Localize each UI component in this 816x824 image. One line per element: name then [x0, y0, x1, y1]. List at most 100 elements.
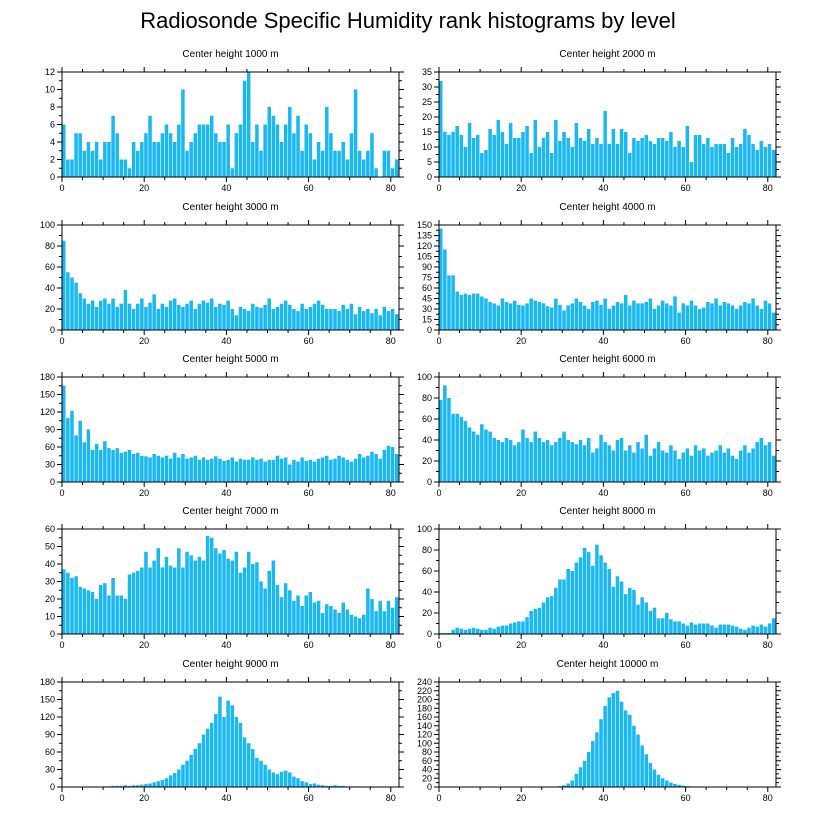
- histogram-bar: [475, 135, 480, 177]
- histogram-bar: [496, 120, 501, 177]
- histogram-bar: [226, 459, 230, 482]
- histogram-bar: [115, 595, 119, 634]
- histogram-bar: [107, 595, 111, 634]
- histogram-bar: [488, 627, 492, 634]
- histogram-bar: [390, 309, 395, 330]
- histogram-bar: [82, 588, 87, 634]
- x-tick-label: 60: [681, 793, 691, 803]
- histogram-bar: [619, 701, 624, 787]
- histogram-bar: [710, 303, 714, 330]
- histogram-bar: [185, 150, 189, 177]
- histogram-bar: [734, 147, 739, 177]
- histogram-bar: [390, 168, 395, 177]
- histogram-bar: [382, 150, 387, 177]
- histogram-bar: [238, 458, 243, 482]
- histogram-bar: [739, 144, 743, 177]
- histogram-bar: [751, 625, 755, 634]
- x-tick-label: 40: [221, 640, 231, 650]
- y-tick-label: 0: [427, 172, 432, 182]
- y-tick-label: 10: [422, 142, 432, 152]
- histogram-bar: [386, 600, 391, 634]
- histogram-bar: [755, 150, 759, 177]
- histogram-bar: [337, 785, 341, 787]
- histogram-bar: [521, 621, 525, 634]
- histogram-bar: [341, 304, 345, 330]
- histogram-bar: [62, 124, 66, 177]
- histogram-bar: [611, 692, 616, 787]
- y-tick-label: 0: [427, 629, 432, 639]
- y-tick-label: 40: [45, 559, 55, 569]
- histogram-bar: [755, 305, 759, 330]
- panel-5: Center height 5000 m 0 20 40 60 80 0 30 60 90 120 1…: [40, 354, 404, 498]
- panel-2: Center height 2000 m 0 20 40 60 80 0 5 10 15 20 25 3…: [422, 49, 781, 193]
- y-tick-label: 10: [45, 85, 55, 95]
- histogram-bar: [86, 142, 91, 177]
- histogram-bar: [177, 769, 181, 787]
- y-tick-label: 60: [45, 524, 55, 534]
- x-tick-label: 0: [436, 336, 441, 346]
- histogram-bar: [189, 555, 193, 634]
- histogram-bar: [484, 150, 488, 177]
- histogram-bar: [734, 458, 739, 482]
- histogram-bar: [632, 452, 636, 482]
- histogram-bar: [86, 429, 91, 482]
- histogram-bar: [131, 785, 136, 787]
- histogram-bar: [697, 135, 702, 177]
- histogram-bar: [517, 442, 521, 482]
- x-tick-label: 0: [436, 793, 441, 803]
- y-tick-label: 200: [417, 695, 432, 705]
- histogram-bar: [123, 451, 128, 482]
- histogram-bar: [582, 141, 587, 177]
- x-tick-label: 80: [763, 793, 773, 803]
- histogram-bar: [82, 150, 87, 177]
- histogram-bar: [574, 298, 579, 330]
- histogram-bar: [611, 129, 616, 177]
- histogram-bar: [628, 587, 632, 634]
- histogram-bar: [357, 618, 362, 634]
- histogram-bar: [341, 142, 345, 177]
- histogram-bar: [549, 596, 554, 634]
- histogram-bar: [677, 784, 681, 787]
- histogram-bar: [739, 305, 743, 330]
- histogram-bar: [681, 785, 685, 787]
- histogram-bar: [390, 607, 395, 634]
- histogram-bar: [558, 141, 562, 177]
- histogram-bar: [205, 302, 210, 330]
- histogram-bar: [517, 138, 521, 177]
- x-tick-label: 20: [139, 183, 149, 193]
- histogram-bar: [439, 228, 443, 330]
- x-tick-label: 80: [386, 793, 396, 803]
- x-tick-label: 60: [681, 640, 691, 650]
- histogram-bar: [623, 450, 628, 482]
- histogram-bar: [607, 568, 612, 634]
- histogram-bar: [263, 124, 267, 177]
- histogram-bar: [628, 714, 632, 787]
- histogram-bar: [242, 737, 247, 787]
- histogram-bar: [545, 440, 550, 482]
- histogram-bar: [607, 144, 612, 177]
- histogram-bar: [669, 445, 673, 482]
- histogram-bar: [74, 133, 78, 177]
- histogram-bar: [512, 300, 517, 330]
- histogram-bar: [238, 722, 243, 787]
- histogram-bar: [164, 124, 169, 177]
- panel-title: Center height 9000 m: [182, 659, 278, 670]
- histogram-bar: [570, 571, 575, 634]
- histogram-bar: [599, 434, 603, 482]
- histogram-bar: [164, 557, 169, 634]
- histogram-bar: [673, 783, 677, 787]
- x-tick-label: 20: [139, 640, 149, 650]
- y-tick-label: 50: [45, 542, 55, 552]
- histogram-bar: [66, 572, 70, 634]
- histogram-bar: [230, 168, 235, 177]
- x-tick-label: 20: [139, 488, 149, 498]
- histogram-bar: [193, 560, 198, 634]
- histogram-bar: [636, 442, 640, 482]
- histogram-bar: [496, 305, 501, 330]
- x-tick-label: 20: [516, 640, 526, 650]
- histogram-bar: [127, 574, 132, 634]
- histogram-bar: [255, 306, 259, 330]
- histogram-bar: [648, 610, 653, 634]
- panel-title: Center height 10000 m: [557, 659, 659, 670]
- histogram-bar: [345, 609, 350, 634]
